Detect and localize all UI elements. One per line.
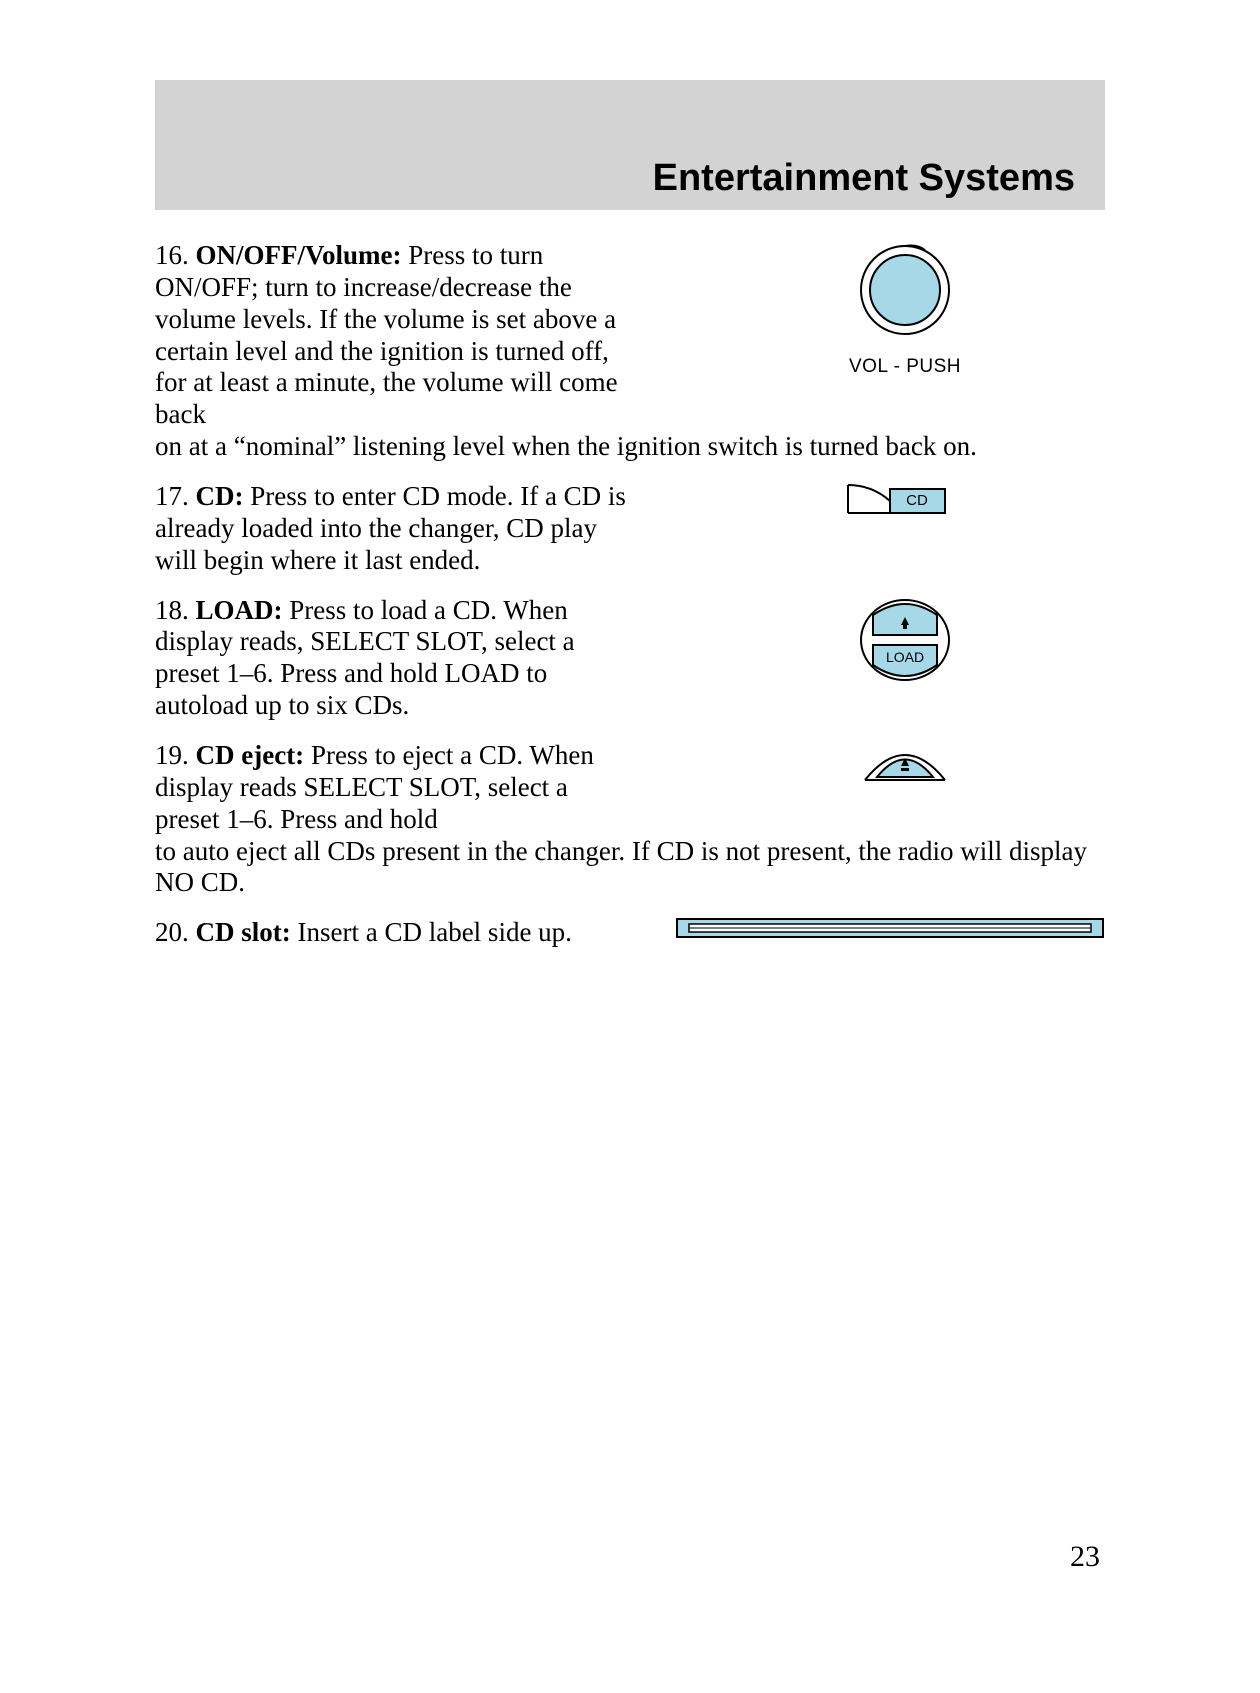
entry-num: 20. <box>155 917 189 947</box>
cd-slot-icon <box>675 917 1105 941</box>
entry-16: VOL - PUSH 16. ON/OFF/Volume: Press to t… <box>155 240 1105 463</box>
entry-label: CD: <box>196 481 244 511</box>
entry-label: CD slot: <box>196 917 291 947</box>
content-body: VOL - PUSH 16. ON/OFF/Volume: Press to t… <box>155 240 1105 949</box>
figure-volume-knob: VOL - PUSH <box>715 240 1095 378</box>
entry-num: 17. <box>155 481 189 511</box>
figure-cd-slot <box>675 917 1105 941</box>
volume-knob-label: VOL - PUSH <box>845 356 965 378</box>
page-number: 23 <box>1070 1540 1100 1574</box>
entry-19: 19. CD eject: Press to eject a CD. When … <box>155 740 1105 899</box>
entry-text: Insert a CD label side up. <box>298 917 572 947</box>
figure-eject-button <box>715 740 1095 790</box>
entry-label: CD eject: <box>196 740 305 770</box>
entry-label: LOAD: <box>196 595 283 625</box>
figure-cd-button: CD <box>715 481 1095 531</box>
figure-load-button: LOAD <box>715 595 1095 685</box>
entry-18: LOAD 18. LOAD: Press to load a CD. When … <box>155 595 1105 722</box>
page-title: Entertainment Systems <box>653 157 1075 200</box>
cd-button-icon: CD <box>840 481 970 531</box>
load-button-icon: LOAD <box>855 595 955 685</box>
svg-text:LOAD: LOAD <box>886 649 924 665</box>
entry-label: ON/OFF/Volume: <box>196 240 402 270</box>
entry-num: 18. <box>155 595 189 625</box>
header-band: Entertainment Systems <box>155 80 1105 210</box>
entry-num: 19. <box>155 740 189 770</box>
svg-text:CD: CD <box>906 492 928 509</box>
entry-17: CD 17. CD: Press to enter CD mode. If a … <box>155 481 1105 577</box>
entry-20: 20. CD slot: Insert a CD label side up. <box>155 917 1105 949</box>
volume-knob-icon <box>845 240 965 340</box>
entry-text-cont: on at a “nominal” listening level when t… <box>155 431 977 461</box>
manual-page: Entertainment Systems VOL - PUSH 16. ON/… <box>155 80 1105 967</box>
eject-button-icon <box>855 740 955 790</box>
entry-num: 16. <box>155 240 189 270</box>
entry-text-cont: to auto eject all CDs present in the cha… <box>155 836 1087 898</box>
